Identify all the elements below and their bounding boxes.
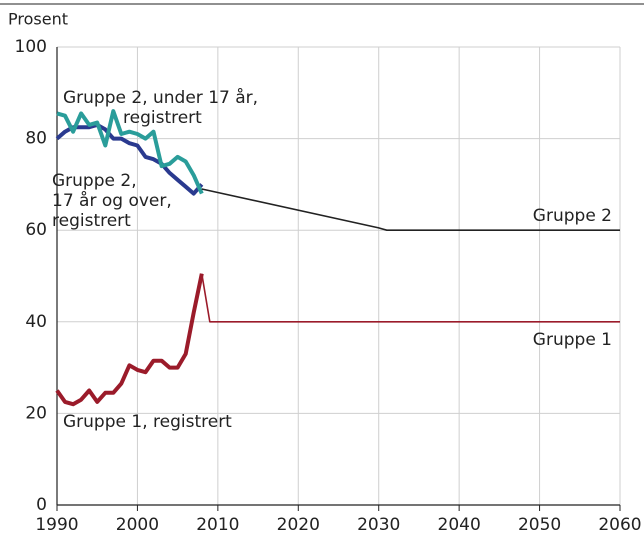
x-tick-label: 2030	[357, 515, 400, 535]
series-line	[55, 122, 204, 196]
y-tick-label: 0	[36, 495, 47, 515]
x-tick-label: 2050	[518, 515, 561, 535]
series-label: Gruppe 2,	[52, 171, 137, 191]
series-label: Gruppe 1, registrert	[63, 412, 232, 432]
x-tick-label: 2040	[438, 515, 481, 535]
series-label: Gruppe 1	[533, 330, 612, 350]
series-label: 17 år og over,	[52, 190, 172, 211]
series-label: Gruppe 2	[533, 206, 612, 226]
y-tick-label: 20	[25, 403, 47, 423]
x-tick-label: 2060	[598, 515, 641, 535]
series-line	[201, 273, 620, 323]
y-axis-label: Prosent	[8, 10, 68, 29]
x-tick-label: 2010	[196, 515, 239, 535]
y-tick-label: 40	[25, 312, 47, 332]
series-line	[55, 273, 204, 407]
series-label: registrert	[52, 211, 131, 231]
y-tick-label: 100	[15, 37, 47, 57]
y-tick-label: 80	[25, 129, 47, 149]
series-line	[56, 109, 204, 195]
y-tick-label: 60	[25, 220, 47, 240]
series-label: registrert	[123, 108, 202, 128]
series-label: Gruppe 2, under 17 år,	[63, 87, 258, 108]
x-tick-label: 2020	[277, 515, 320, 535]
x-tick-label: 2000	[116, 515, 159, 535]
x-tick-label: 1990	[35, 515, 78, 535]
series-line	[201, 188, 620, 231]
